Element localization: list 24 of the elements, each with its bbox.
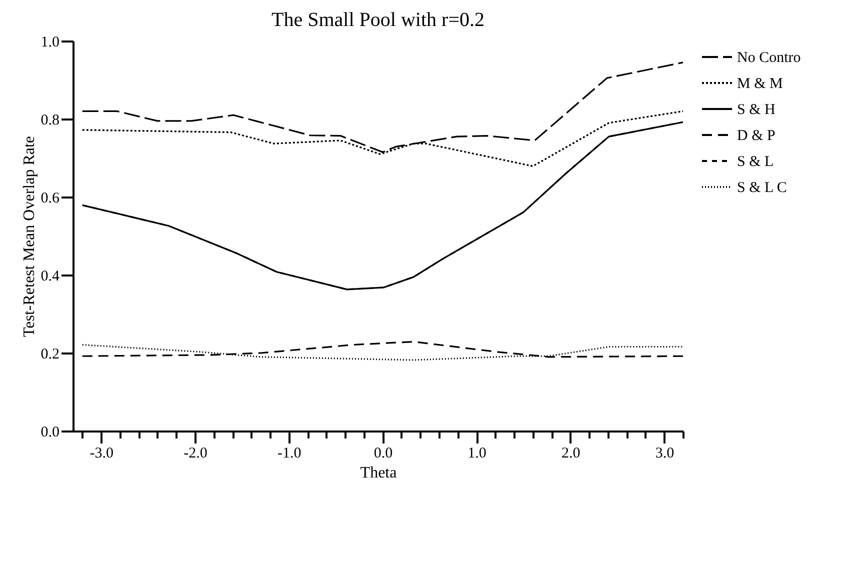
y-axis-title: Test-Retest Mean Overlap Rate: [20, 136, 38, 338]
x-axis-title: Theta: [360, 464, 397, 482]
x-tick-label: -3.0: [90, 446, 114, 462]
y-tick-label: 0.0: [40, 424, 60, 440]
legend-label: D & P: [737, 128, 776, 144]
y-tick-label: 1.0: [40, 34, 60, 50]
x-tick-label: 3.0: [655, 446, 674, 462]
line-series: [82, 340, 683, 358]
legend-label: S & L: [737, 154, 774, 170]
y-tick-label: 0.6: [40, 190, 60, 206]
legend-label: S & L C: [737, 180, 787, 196]
legend-label: M & M: [737, 76, 783, 92]
x-tick-label: 1.0: [468, 446, 486, 462]
legend-label: No Contro: [737, 50, 801, 66]
x-tick-label: 2.0: [562, 446, 580, 462]
y-tick-label: 0.8: [40, 112, 60, 128]
chart-title: The Small Pool with r=0.2: [272, 9, 484, 31]
y-tick-label: 0.4: [40, 268, 60, 284]
x-tick-label: -1.0: [277, 446, 302, 462]
x-tick-label: 0.0: [374, 446, 393, 462]
legend-label: S & H: [737, 102, 776, 118]
x-tick-label: -2.0: [184, 446, 208, 462]
y-tick-label: 0.2: [40, 346, 60, 362]
line-series: [82, 344, 683, 361]
